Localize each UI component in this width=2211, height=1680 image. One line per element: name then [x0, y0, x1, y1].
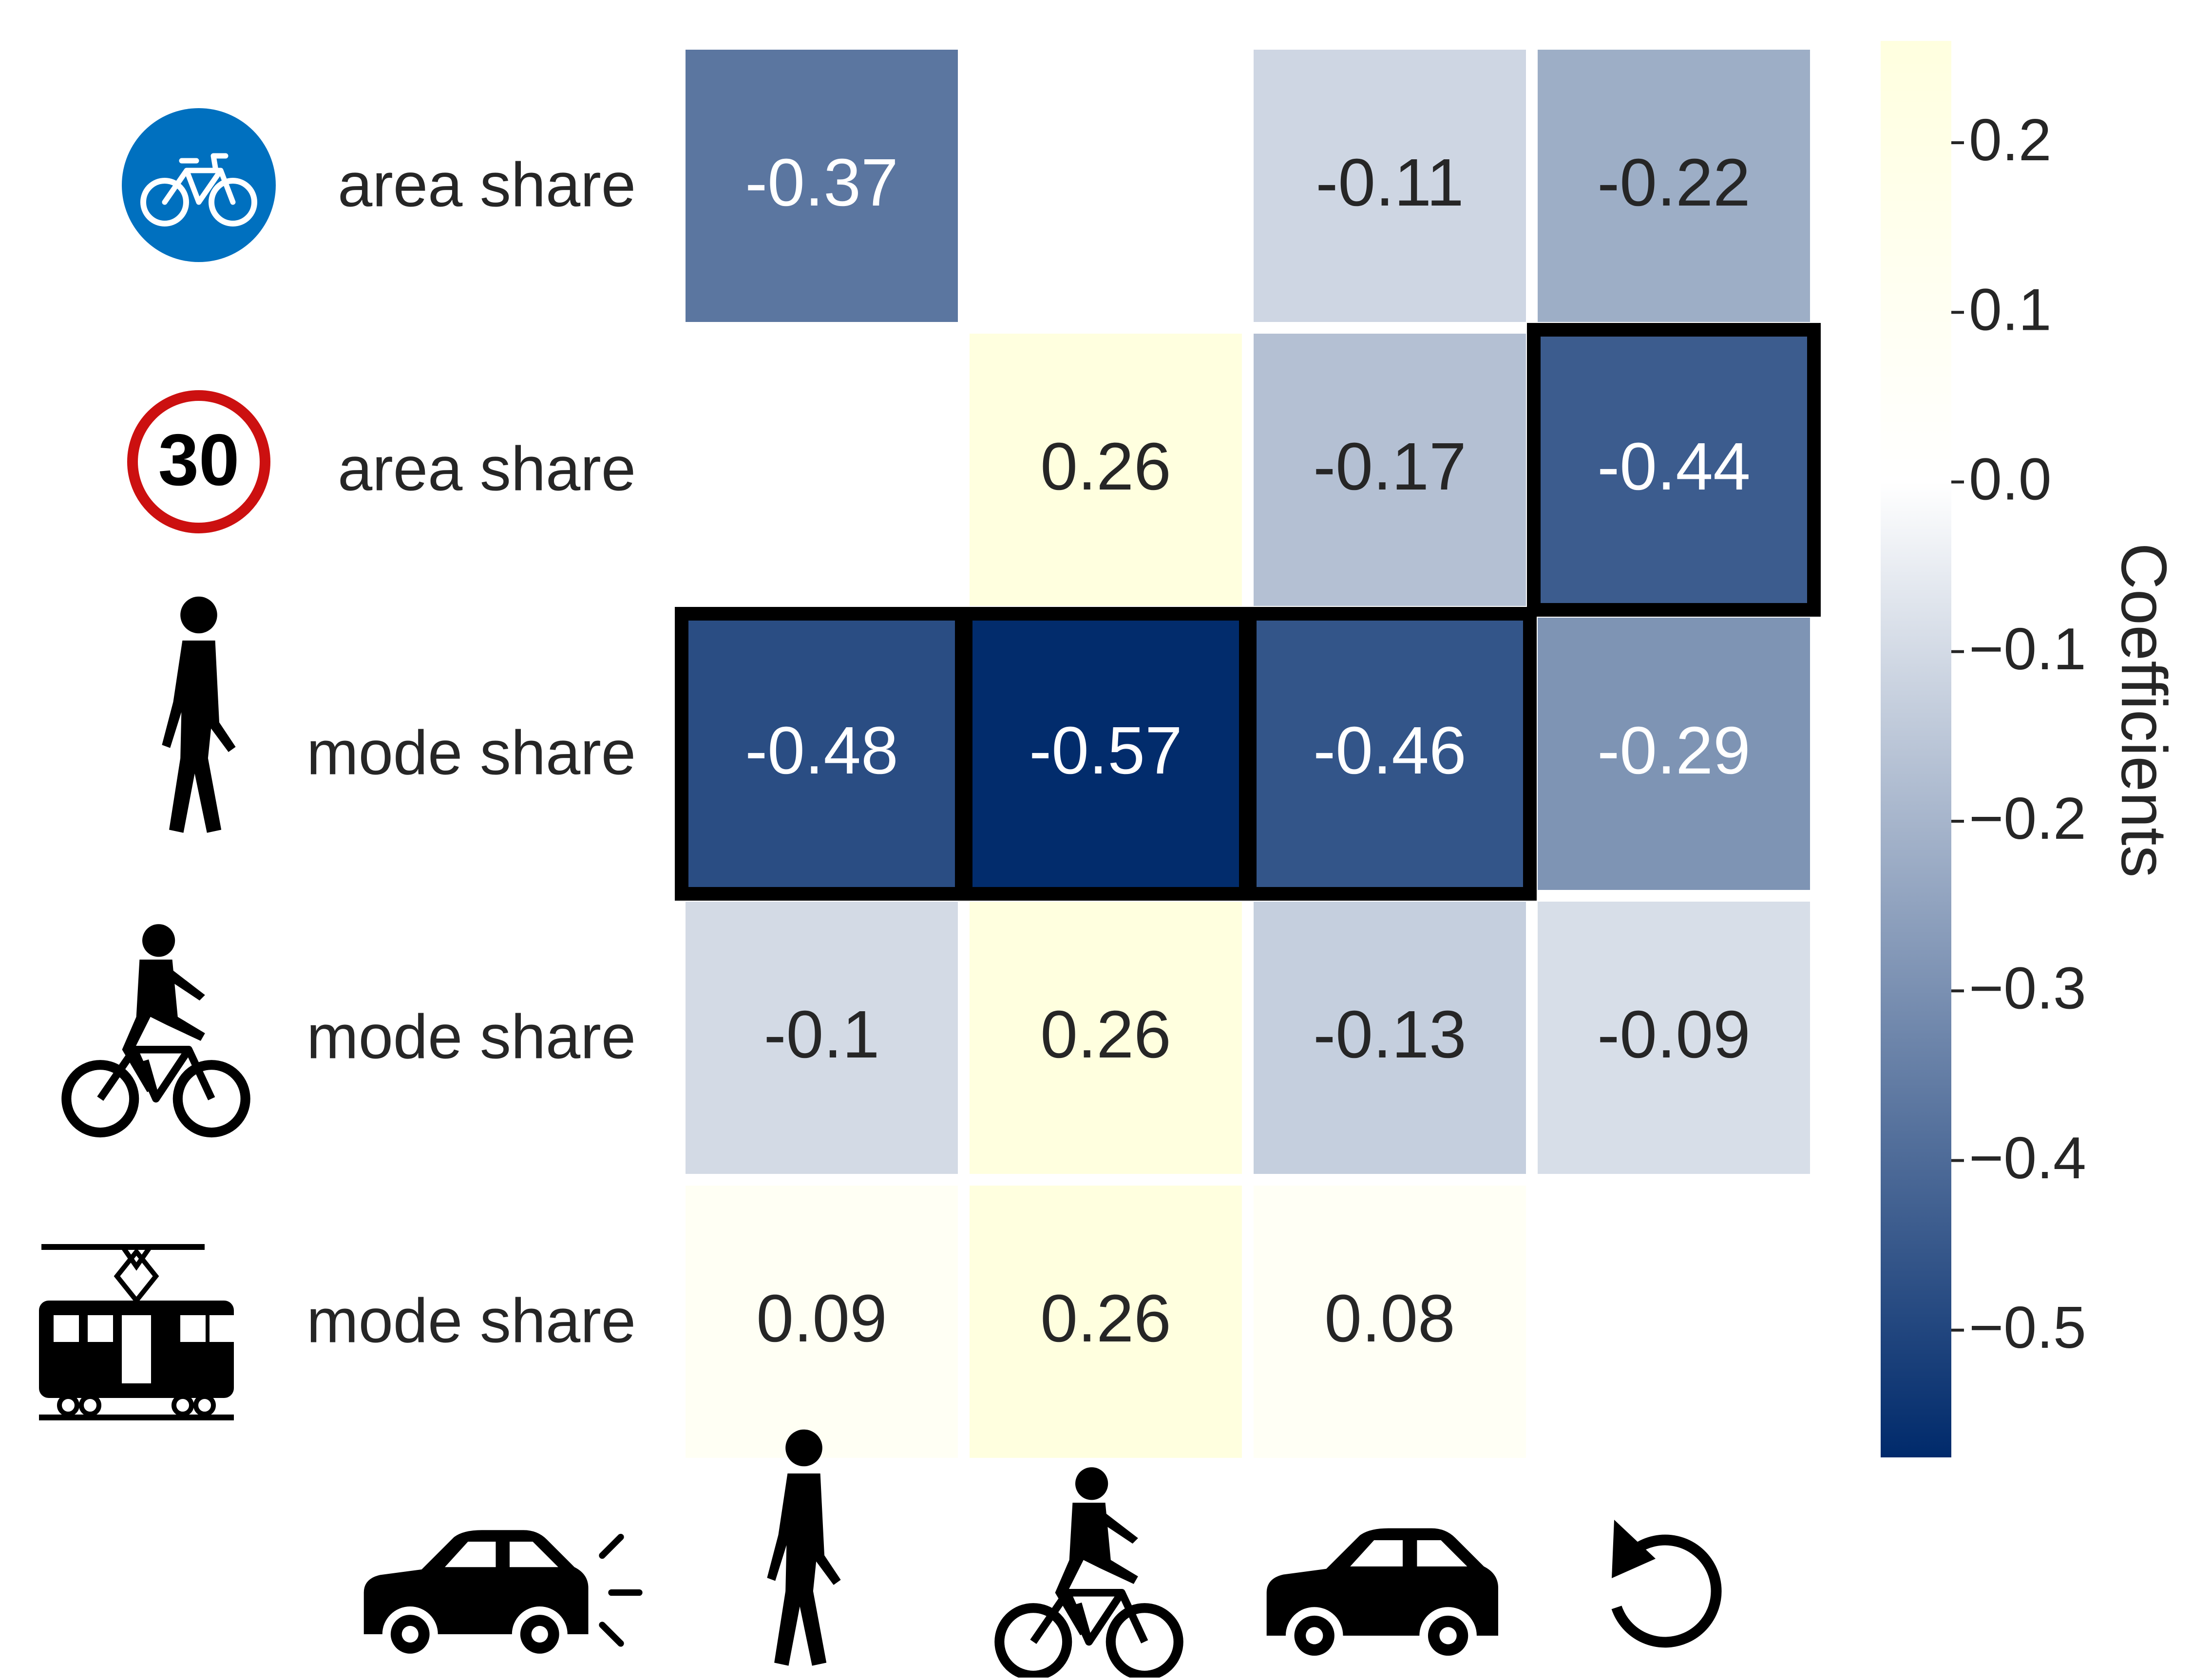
cell-value-label: -0.29	[1597, 713, 1751, 788]
cell-value-label: 0.08	[1324, 1281, 1455, 1356]
colorbar-tick-label: 0.0	[1969, 446, 2052, 512]
heatmap-cell	[686, 1186, 958, 1458]
heatmap-cell	[1254, 618, 1526, 890]
row-label: mode share	[306, 1286, 636, 1356]
highlight-box	[1243, 607, 1537, 901]
colorbar-tick-label: −0.3	[1969, 955, 2086, 1021]
heatmap-cell	[970, 334, 1242, 606]
speed-sign-text: 30	[158, 419, 240, 501]
highlight-box	[1527, 323, 1821, 617]
heatmap-cell	[1538, 618, 1810, 890]
cell-value-label: -0.46	[1313, 713, 1467, 788]
pedestrian-icon	[162, 596, 236, 833]
row-label: mode share	[306, 1002, 636, 1072]
colorbar-tick-label: −0.1	[1969, 616, 2086, 682]
cell-value-label: -0.11	[1315, 145, 1464, 220]
heatmap-cell	[970, 902, 1242, 1174]
row-label: area share	[338, 434, 636, 504]
cell-value-label: -0.22	[1597, 145, 1751, 220]
tram-icon	[39, 1244, 235, 1420]
heatmap-cell	[1538, 334, 1810, 606]
heatmap-cell	[686, 902, 958, 1174]
heatmap-cell	[686, 50, 958, 322]
colorbar-tick-label: −0.2	[1969, 785, 2086, 851]
cyclist-icon	[994, 1467, 1183, 1680]
heatmap-cell	[1254, 334, 1526, 606]
heatmap-cell	[970, 618, 1242, 890]
heatmap-cell	[1538, 50, 1810, 322]
cell-value-label: 0.26	[1040, 1281, 1171, 1356]
cell-value-label: -0.44	[1597, 429, 1751, 504]
colorbar-tick-label: −0.4	[1969, 1125, 2086, 1191]
pedestrian-icon	[767, 1429, 841, 1666]
heatmap-cell	[970, 1186, 1242, 1458]
colorbar	[1881, 41, 1951, 1457]
heatmap-cell	[1254, 902, 1526, 1174]
colorbar-label: Coefficients	[2108, 543, 2180, 877]
car-crash-icon	[363, 1530, 643, 1662]
cell-value-label: -0.48	[745, 713, 898, 788]
colorbar-tick-label: 0.1	[1969, 276, 2052, 342]
cell-value-label: -0.13	[1313, 997, 1467, 1072]
colorbar-tick-label: 0.2	[1969, 107, 2052, 173]
cell-value-label: 0.26	[1040, 997, 1171, 1072]
row-label: mode share	[306, 718, 636, 788]
cyclist-icon	[61, 924, 250, 1138]
cell-value-label: -0.1	[764, 997, 880, 1072]
heatmap-cell	[1254, 50, 1526, 322]
rotate-arrow-icon	[1611, 1520, 1722, 1648]
heatmap-cell	[1254, 1186, 1526, 1458]
cell-value-label: -0.57	[1029, 713, 1182, 788]
cell-value-label: -0.17	[1313, 429, 1467, 504]
heatmap-cell	[1538, 902, 1810, 1174]
cycle-path-sign-icon	[122, 108, 276, 262]
cell-value-label: 0.26	[1040, 429, 1171, 504]
colorbar-tick-label: −0.5	[1969, 1294, 2086, 1360]
car-icon	[1266, 1528, 1498, 1664]
cell-value-label: 0.09	[756, 1281, 887, 1356]
row-label: area share	[338, 150, 636, 220]
speed-limit-30-sign-icon: 30	[127, 390, 270, 533]
cell-value-label: -0.37	[745, 145, 898, 220]
heatmap-cell	[686, 618, 958, 890]
cell-value-label: -0.09	[1597, 997, 1751, 1072]
